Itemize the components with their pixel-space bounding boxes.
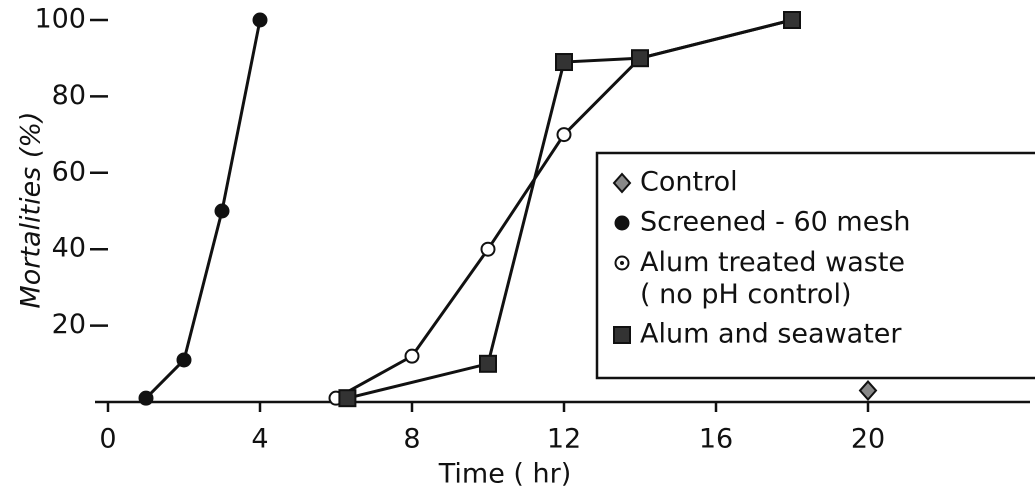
legend-box [595,151,1035,380]
x-axis-label: Time ( hr) [438,459,572,490]
marker [556,127,572,143]
legend-label: Alum and seawater [640,319,902,350]
legend-entry: Alum and seawater [640,319,902,350]
series-line [144,19,262,400]
marker [404,348,420,364]
y-tick-label: 100 [34,4,86,35]
x-tick-label: 16 [699,424,733,455]
marker [138,390,154,406]
marker [555,53,573,72]
y-axis-label: Mortalities (%) [16,111,47,308]
marker [783,11,801,29]
y-tick-label: 80 [52,80,86,111]
y-tick-label: 20 [52,309,86,340]
marker [338,389,357,408]
marker-dot [620,261,624,265]
marker [479,354,497,373]
legend-label: Alum treated waste ( no pH control) [640,247,914,310]
legend-marker [613,326,631,344]
marker [214,203,230,219]
legend-label: Screened - 60 mesh [640,207,911,238]
legend-entry: Control [640,167,738,198]
marker [176,352,192,368]
y-tick-label: 60 [52,156,86,187]
legend-line: ( no pH control) [640,279,851,310]
legend-entry: Screened - 60 mesh [640,207,911,238]
legend-entry: Alum treated waste ( no pH control) [640,247,914,310]
marker [252,12,268,28]
legend-line: Alum treated waste [640,247,914,278]
legend-label: Control [640,167,738,198]
legend-marker [614,215,630,231]
x-tick-label: 8 [403,424,420,455]
x-tick-label: 20 [851,424,885,455]
marker [631,49,649,68]
x-tick-label: 4 [251,424,268,455]
marker [858,380,878,402]
x-tick-label: 12 [547,424,581,455]
x-tick-label: 0 [99,424,116,455]
marker [480,241,496,257]
y-tick-label: 40 [52,233,86,264]
legend-marker [612,172,632,194]
